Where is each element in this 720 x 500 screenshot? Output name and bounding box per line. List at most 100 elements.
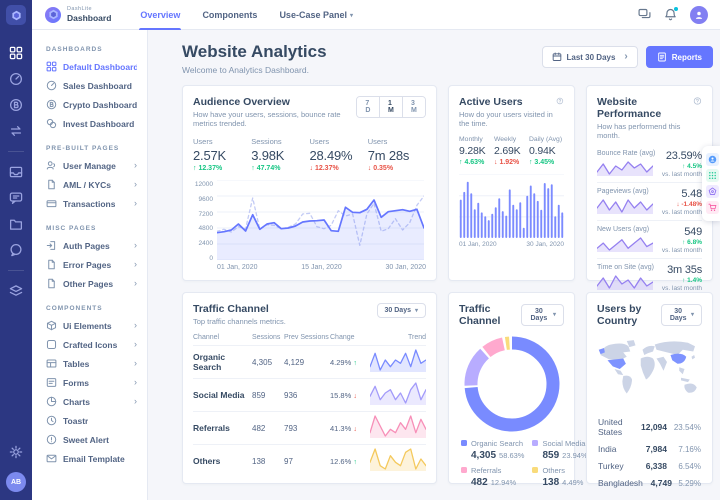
active-users-card: Active Users How do your users visited i…	[448, 84, 575, 281]
legend-value: 138	[542, 477, 560, 489]
chevron-right-icon: ›	[624, 51, 628, 62]
range-tab[interactable]: 1 M	[378, 96, 402, 117]
message-bubble-icon[interactable]	[9, 243, 23, 257]
metric-delta: ↑ 6.8%	[682, 239, 702, 247]
folder-icon[interactable]	[9, 217, 23, 231]
traffic-donut-chart	[463, 335, 561, 433]
metric-delta: ↓ 0.35%	[367, 165, 394, 173]
sidebar-item-email-template[interactable]: Email Template	[32, 449, 147, 468]
app-logo[interactable]	[1, 0, 31, 30]
table-icon	[46, 358, 57, 369]
sidebar-item-default-dashboard[interactable]: Default Dashboard	[32, 57, 147, 76]
top-tab-use-case-panel[interactable]: Use-Case Panel ▾	[279, 9, 353, 20]
inbox-icon[interactable]	[9, 165, 23, 179]
help-icon[interactable]	[693, 96, 702, 106]
country-users: 7,984	[645, 444, 667, 455]
sidebar-item-tables[interactable]: Tables ›	[32, 354, 147, 373]
sidebar-section-title: MISC PAGES	[46, 225, 97, 232]
purchase-button[interactable]	[706, 201, 719, 214]
user-avatar[interactable]: AB	[6, 472, 26, 492]
help-icon[interactable]	[556, 96, 564, 106]
sidebar-item-transactions[interactable]: Transactions ›	[32, 194, 147, 213]
metric-delta: ↓ 1.92%	[493, 159, 520, 167]
sidebar-item-auth-pages[interactable]: Auth Pages ›	[32, 236, 147, 255]
report-icon	[657, 52, 667, 62]
card-subtitle: How has performend this month.	[597, 121, 681, 141]
settings-gear-icon[interactable]	[9, 445, 23, 459]
metric-label: Pageviews (avg)	[597, 188, 649, 196]
cart-icon	[708, 203, 717, 212]
sales-gauge-icon[interactable]	[9, 72, 23, 86]
sidebar-nav: DASHBOARDS Default Dashboard Sales Dashb…	[32, 30, 148, 500]
metric: Users 2.57K ↑ 12.37%	[193, 137, 251, 172]
country-name: Bangladesh	[598, 478, 643, 489]
top-nav: Overview Components Use-Case Panel ▾	[129, 0, 364, 30]
notifications-bell-icon[interactable]	[664, 7, 678, 21]
chevron-right-icon: ›	[134, 320, 137, 330]
legend-swatch	[461, 439, 467, 446]
range-tab[interactable]: 3 M	[401, 96, 425, 117]
sidebar-item-aml-kycs[interactable]: AML / KYCs ›	[32, 175, 147, 194]
metric-label: Bounce Rate (avg)	[597, 150, 656, 158]
account-avatar[interactable]	[690, 5, 708, 24]
reports-button[interactable]: Reports	[645, 46, 713, 68]
crypto-bitcoin-icon[interactable]	[9, 98, 23, 112]
dashboards-icon[interactable]	[9, 46, 23, 60]
sidebar-item-invest-dashboard[interactable]: Invest Dashboard	[32, 114, 147, 133]
sidebar-item-crafted-icons[interactable]: Crafted Icons ›	[32, 335, 147, 354]
audience-overview-card: Audience Overview How have your users, s…	[182, 84, 437, 281]
notification-dot	[674, 7, 678, 11]
range-select[interactable]: 30 Days ▾	[520, 303, 564, 326]
traffic-row-others[interactable]: Others 138 97 12.6% ↑	[193, 444, 427, 477]
sparkline-chart	[596, 198, 654, 215]
messages-icon[interactable]	[638, 8, 651, 21]
metric-label: Users	[193, 137, 213, 147]
sidebar-item-ui-elements[interactable]: Ui Elements ›	[32, 316, 147, 335]
sidebar-item-error-pages[interactable]: Error Pages ›	[32, 255, 147, 274]
country-row-bangladesh: Bangladesh 4,749 5.29%	[597, 475, 702, 492]
chevron-down-icon: ▾	[414, 307, 418, 314]
country-users: 6,338	[645, 461, 667, 472]
traffic-row-social-media[interactable]: Social Media 859 936 15.8% ↓	[193, 378, 427, 411]
range-select[interactable]: 30 Days ▾	[661, 303, 702, 326]
mail-icon	[46, 453, 57, 464]
apps-grid-button[interactable]	[706, 169, 719, 182]
sidebar-item-crypto-dashboard[interactable]: Crypto Dashboard	[32, 95, 147, 114]
top-tab-overview[interactable]: Overview	[129, 0, 191, 30]
range-select[interactable]: 30 Days ▾	[376, 302, 426, 318]
demo-pages-button[interactable]	[706, 153, 719, 166]
brand[interactable]: DashLite Dashboard	[32, 6, 121, 23]
website-performance-card: Website Performance How has performend t…	[586, 84, 713, 292]
legend-organic-search: Organic Search 4,305 58.63%	[461, 439, 524, 461]
x-axis-labels: 01 Jan, 2020 15 Jan, 2020 30 Jan, 2020	[217, 264, 426, 272]
card-title: Audience Overview	[193, 95, 290, 108]
trend-arrow: ↑	[353, 359, 357, 367]
sidebar-item-user-manage[interactable]: User Manage ›	[32, 156, 147, 175]
sidebar-item-sweet-alert[interactable]: Sweet Alert	[32, 430, 147, 449]
sidebar-item-other-pages[interactable]: Other Pages ›	[32, 274, 147, 293]
layers-icon[interactable]	[9, 284, 23, 298]
metric-value: 7m 28s	[367, 148, 410, 164]
metric: Daily (Avg) 0.94K ↑ 3.45%	[529, 136, 564, 166]
legend-label: Others	[542, 466, 565, 476]
hexagon-logo-icon	[6, 5, 26, 25]
card-icon	[46, 198, 57, 209]
traffic-row-referrals[interactable]: Referrals 482 793 41.3% ↓	[193, 411, 427, 444]
date-range-button[interactable]: Last 30 Days ›	[541, 46, 638, 68]
traffic-row-organic-search[interactable]: Organic Search 4,305 4,129 4.29% ↑	[193, 345, 427, 378]
trend-sparkline	[369, 348, 427, 372]
range-tab[interactable]: 7 D	[357, 96, 379, 117]
country-users: 12,094	[641, 422, 667, 433]
sidebar-item-sales-dashboard[interactable]: Sales Dashboard	[32, 76, 147, 95]
swap-icon[interactable]	[9, 124, 23, 138]
chat-icon[interactable]	[9, 191, 23, 205]
sidebar-item-toastr[interactable]: Toastr	[32, 411, 147, 430]
country-row-united-states: United States 12,094 23.54%	[597, 414, 702, 441]
country-name: United States	[598, 417, 623, 438]
components-button[interactable]	[706, 185, 719, 198]
sidebar-item-forms[interactable]: Forms ›	[32, 373, 147, 392]
clock-icon	[46, 415, 57, 426]
sidebar-item-charts[interactable]: Charts ›	[32, 392, 147, 411]
sidebar-section-title: COMPONENTS	[46, 305, 103, 312]
top-tab-components[interactable]: Components	[202, 9, 258, 20]
